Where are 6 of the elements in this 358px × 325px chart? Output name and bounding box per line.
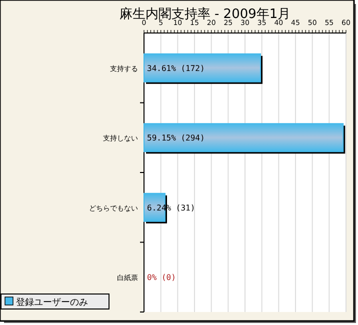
data-label: 0% (0) bbox=[147, 273, 176, 282]
bar bbox=[144, 123, 344, 152]
data-label: 59.15% (294) bbox=[147, 134, 205, 143]
data-label: 34.61% (172) bbox=[147, 64, 205, 73]
legend-label: 登録ユーザーのみ bbox=[16, 297, 88, 308]
bar bbox=[144, 53, 262, 82]
